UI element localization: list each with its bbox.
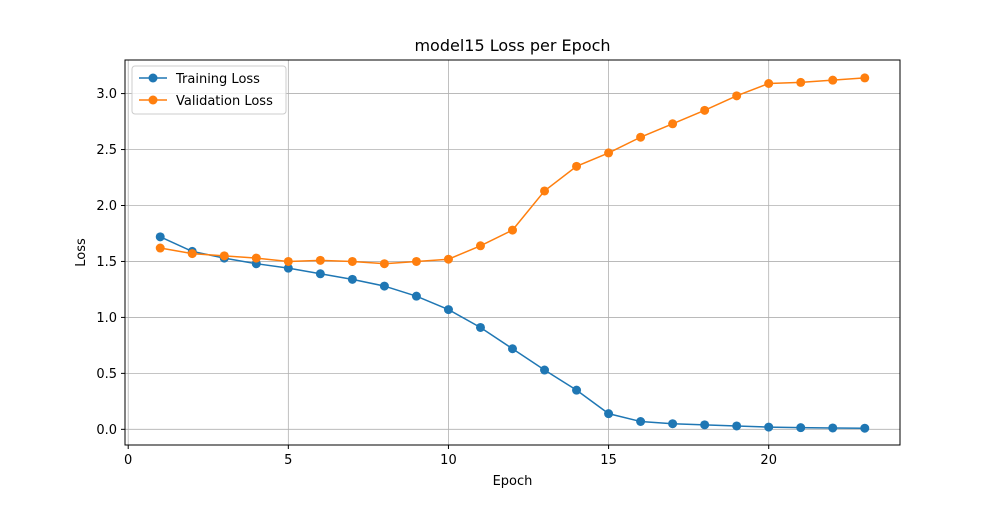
data-point-validation-loss xyxy=(764,79,774,89)
data-point-training-loss xyxy=(379,281,389,291)
x-tick-label: 0 xyxy=(124,453,132,468)
data-point-validation-loss xyxy=(475,241,485,251)
legend-marker-training-loss xyxy=(148,73,158,83)
data-point-validation-loss xyxy=(187,249,197,259)
legend-box xyxy=(131,65,287,115)
data-point-validation-loss xyxy=(508,225,517,235)
data-point-validation-loss xyxy=(572,161,582,171)
plot-frame xyxy=(124,59,901,446)
data-point-validation-loss xyxy=(251,253,261,263)
x-tick-label: 10 xyxy=(440,453,457,468)
data-point-training-loss xyxy=(636,416,646,426)
data-point-validation-loss xyxy=(636,132,646,142)
data-point-validation-loss xyxy=(315,255,325,265)
y-tick-label: 0.0 xyxy=(96,423,117,438)
data-point-training-loss xyxy=(347,274,357,284)
data-point-training-loss xyxy=(828,423,838,433)
data-point-validation-loss xyxy=(700,105,710,115)
data-point-validation-loss xyxy=(155,243,165,253)
data-point-training-loss xyxy=(475,322,485,332)
data-point-validation-loss xyxy=(443,254,453,264)
y-axis-label: Loss xyxy=(74,238,89,267)
data-point-training-loss xyxy=(732,421,742,431)
data-point-validation-loss xyxy=(379,259,389,269)
data-point-training-loss xyxy=(508,344,517,354)
chart-title: model15 Loss per Epoch xyxy=(414,36,610,55)
data-point-training-loss xyxy=(155,232,165,242)
data-point-training-loss xyxy=(796,423,806,433)
data-point-validation-loss xyxy=(411,256,421,266)
data-point-training-loss xyxy=(860,423,870,433)
y-tick-label: 1.5 xyxy=(96,255,117,270)
legend-marker-validation-loss xyxy=(148,95,158,105)
x-tick-label: 20 xyxy=(760,453,777,468)
series-group xyxy=(155,73,870,433)
ticks: 0 5 10 15 20 0.0 0.5 1.0 1.5 2.0 2.5 3.0 xyxy=(96,87,777,468)
data-point-validation-loss xyxy=(540,186,550,196)
data-point-training-loss xyxy=(764,422,774,432)
data-point-validation-loss xyxy=(347,256,357,266)
data-point-training-loss xyxy=(443,305,453,315)
y-tick-label: 1.0 xyxy=(96,311,117,326)
legend-label-training-loss: Training Loss xyxy=(175,72,260,87)
legend: Training Loss Validation Loss xyxy=(131,65,287,115)
data-point-training-loss xyxy=(540,365,550,375)
data-point-training-loss xyxy=(700,420,710,430)
data-point-training-loss xyxy=(668,419,678,429)
x-axis-label: Epoch xyxy=(493,474,533,489)
data-point-training-loss xyxy=(411,291,421,301)
data-point-validation-loss xyxy=(796,77,806,87)
y-tick-label: 0.5 xyxy=(96,367,117,382)
data-point-validation-loss xyxy=(219,251,229,261)
y-tick-label: 2.5 xyxy=(96,143,117,158)
data-point-validation-loss xyxy=(283,256,293,266)
data-point-validation-loss xyxy=(604,148,614,158)
x-tick-label: 5 xyxy=(284,453,292,468)
data-point-validation-loss xyxy=(668,119,678,129)
legend-label-validation-loss: Validation Loss xyxy=(176,94,273,109)
data-point-validation-loss xyxy=(860,73,870,83)
y-tick-label: 2.0 xyxy=(96,199,117,214)
data-point-training-loss xyxy=(604,409,614,419)
data-point-validation-loss xyxy=(732,91,742,101)
data-point-training-loss xyxy=(315,269,325,279)
y-tick-label: 3.0 xyxy=(96,87,117,102)
data-point-validation-loss xyxy=(828,75,838,85)
data-point-training-loss xyxy=(572,385,582,395)
data-point-training-loss xyxy=(283,263,293,273)
x-tick-label: 15 xyxy=(600,453,617,468)
